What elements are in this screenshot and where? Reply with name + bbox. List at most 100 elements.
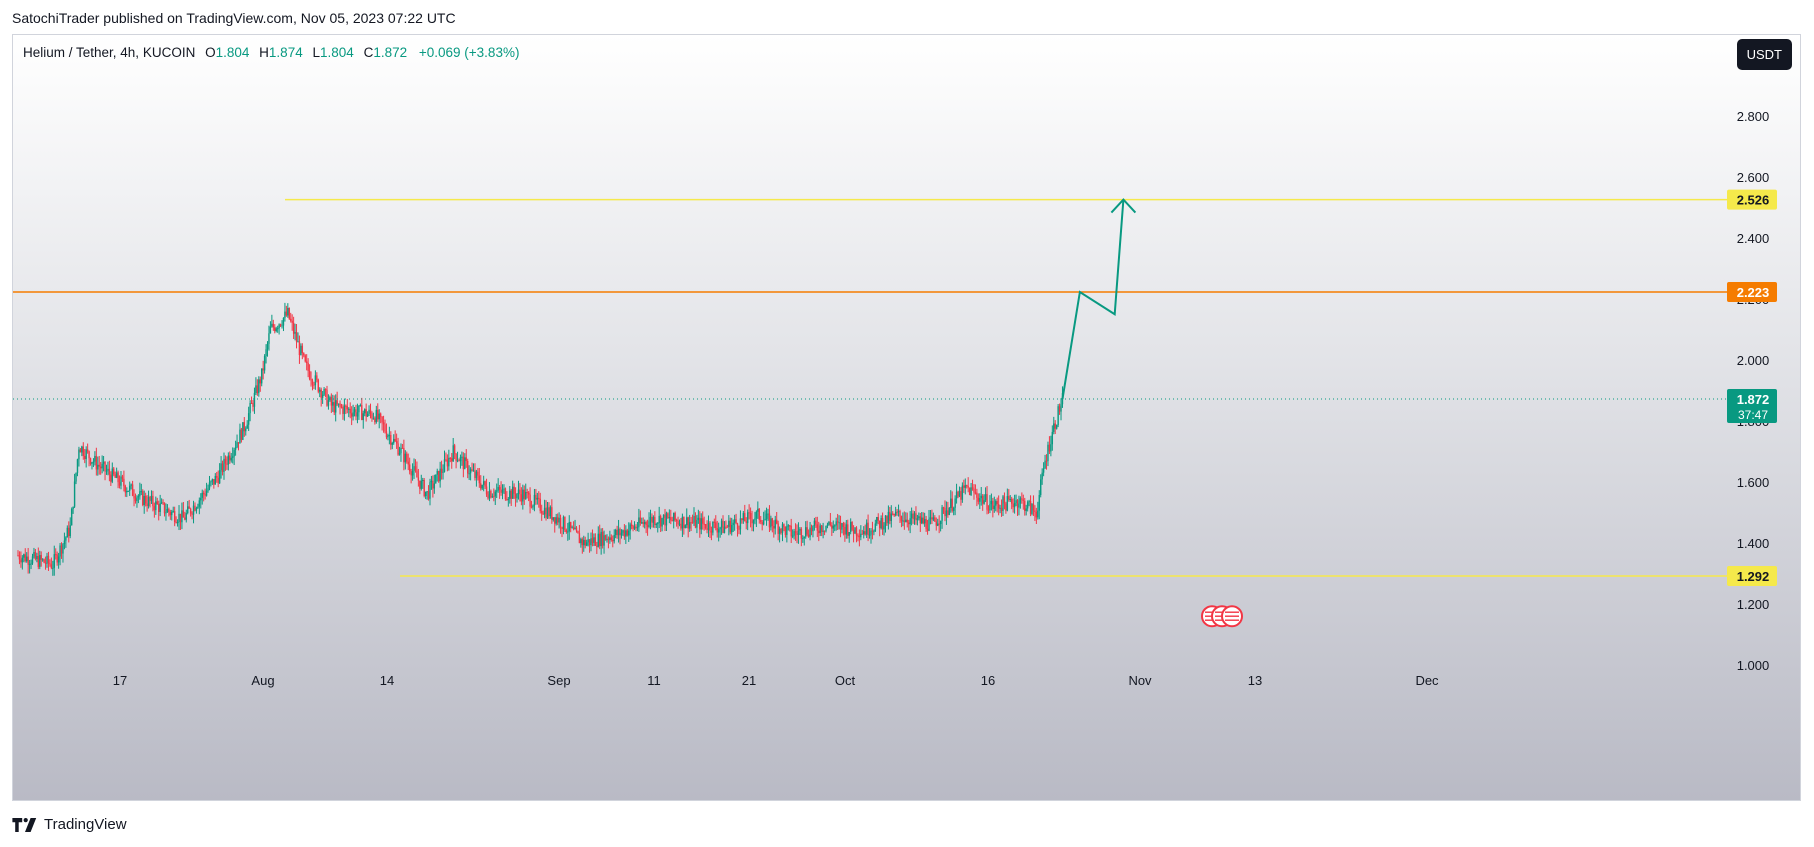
candle-body <box>556 517 559 523</box>
candle-body <box>488 490 491 499</box>
candle-body <box>857 535 859 537</box>
currency-button[interactable]: USDT <box>1736 39 1792 70</box>
candle-body <box>1005 503 1007 511</box>
price-chart[interactable]: 2.8002.6002.4002.2002.0001.8001.6001.400… <box>13 35 1801 801</box>
candle-body <box>99 466 102 469</box>
candle-body <box>974 492 977 494</box>
x-tick-label: 17 <box>113 673 127 688</box>
candle-body <box>509 490 511 499</box>
candle-body <box>453 445 456 454</box>
candle-body <box>961 485 964 500</box>
candle-body <box>108 468 111 475</box>
candle-body <box>762 520 765 525</box>
candle-body <box>884 515 887 526</box>
candle-body <box>533 494 536 506</box>
candle-body <box>805 527 807 537</box>
candle-body <box>818 530 820 534</box>
candle-body <box>507 498 510 500</box>
candle-body <box>159 503 161 512</box>
candle-body <box>939 520 942 525</box>
candle-body <box>1031 503 1033 514</box>
candle-body <box>323 389 325 395</box>
candle-body <box>417 477 420 481</box>
candle-body <box>101 463 103 469</box>
candle-body <box>166 509 169 513</box>
candle-body <box>1058 406 1061 412</box>
candle-body <box>288 307 290 319</box>
candle-body <box>952 507 955 511</box>
candle-body <box>894 511 897 516</box>
candle-body <box>538 497 540 499</box>
candle-body <box>169 512 172 516</box>
candle-body <box>697 517 700 521</box>
candle-body <box>1012 503 1014 508</box>
candle-body <box>475 471 478 479</box>
candle-body <box>1019 498 1022 504</box>
candle-body <box>362 413 364 421</box>
price-level-tag <box>1727 565 1777 586</box>
candle-body <box>1016 500 1019 508</box>
tradingview-logo-icon <box>12 817 37 832</box>
candle-body <box>910 513 913 519</box>
candle-body <box>491 496 494 498</box>
footer-branding: TradingView <box>12 816 127 833</box>
candle-body <box>710 530 713 533</box>
projection-arrowhead <box>1110 198 1137 214</box>
candle-body <box>243 422 246 432</box>
candle-body <box>932 517 935 520</box>
chart-pane[interactable]: 2.8002.6002.4002.2002.0001.8001.6001.400… <box>12 34 1801 801</box>
y-tick-label: 1.400 <box>1737 536 1770 551</box>
candle-body <box>993 505 995 510</box>
us-event-flag-icon[interactable] <box>1221 605 1243 628</box>
candle-body <box>374 418 376 423</box>
candle-body <box>498 487 501 490</box>
candle-body <box>208 482 211 489</box>
candle-body <box>314 375 317 386</box>
candle-body <box>652 517 655 523</box>
candle-body <box>941 507 943 521</box>
candle-body <box>791 535 794 537</box>
candle-body <box>548 507 550 517</box>
candle-body <box>469 469 472 474</box>
symbol-label[interactable]: Helium / Tether, 4h, KUCOIN <box>23 45 196 60</box>
candle-body <box>503 488 505 490</box>
candle-body <box>554 517 556 524</box>
candle-body <box>812 525 814 532</box>
candle-body <box>890 513 892 521</box>
y-tick-label: 2.400 <box>1737 231 1770 246</box>
ohlc-legend: Helium / Tether, 4h, KUCOIN O1.804 H1.87… <box>23 45 519 60</box>
close-value: 1.872 <box>373 45 408 60</box>
candle-body <box>986 494 988 510</box>
candle-body <box>319 389 321 392</box>
candle-body <box>900 516 903 522</box>
candle-body <box>863 531 865 535</box>
candle-body <box>282 317 285 326</box>
candle-body <box>442 471 444 473</box>
candle-body <box>672 512 675 521</box>
candle-body <box>828 521 830 525</box>
candle-body <box>845 524 848 535</box>
candle-body <box>504 488 507 500</box>
candle-body <box>285 311 288 316</box>
candle-body <box>855 527 858 536</box>
candle-body <box>474 470 476 479</box>
y-tick-label: 1.600 <box>1737 475 1770 490</box>
candle-body <box>292 322 295 334</box>
candle-body <box>17 555 19 557</box>
candle-body <box>664 514 666 526</box>
candle-body <box>102 461 105 464</box>
y-tick-label: 2.800 <box>1737 109 1770 124</box>
candle-body <box>1032 503 1035 511</box>
x-tick-label: Aug <box>251 673 274 688</box>
candle-body <box>247 413 250 425</box>
candle-body <box>210 481 212 483</box>
candle-body <box>774 519 776 529</box>
candle-body <box>192 505 195 515</box>
candle-body <box>482 481 485 485</box>
candle-body <box>937 523 939 526</box>
candle-body <box>810 527 813 532</box>
candle-body <box>27 556 29 565</box>
candle-body <box>807 534 810 537</box>
candle-body <box>233 449 235 457</box>
candle-body <box>883 525 885 530</box>
